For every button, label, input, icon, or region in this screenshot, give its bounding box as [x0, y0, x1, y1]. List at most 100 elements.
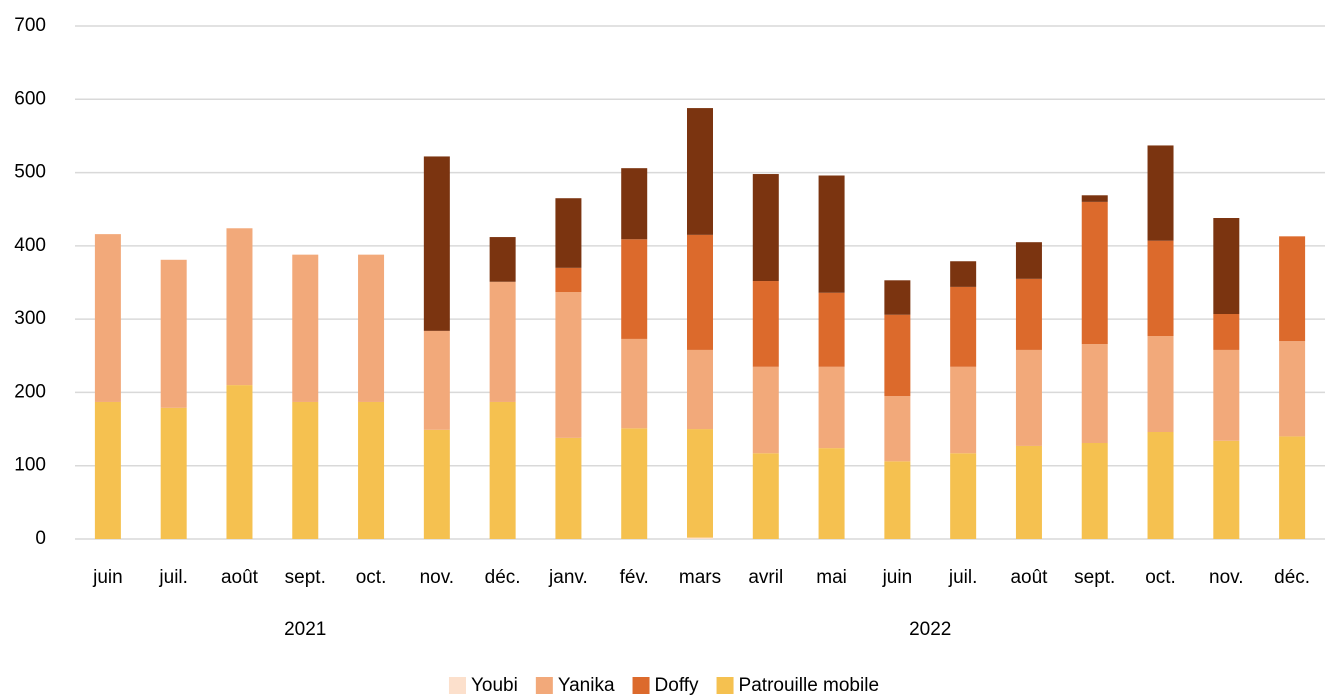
bar-segment — [884, 461, 911, 539]
bar-segment — [687, 349, 713, 430]
bar-segment — [950, 366, 977, 454]
bar-segment — [423, 330, 450, 430]
bar-segment — [160, 259, 187, 408]
bar-segment — [358, 401, 385, 539]
bar-segment — [1081, 201, 1108, 345]
bar-segment — [1081, 344, 1108, 443]
bar-segment — [423, 156, 450, 331]
bar-segment — [292, 401, 319, 539]
bar-segment — [818, 448, 845, 539]
legend-label: Youbi — [471, 675, 518, 695]
bar-segment — [1015, 242, 1042, 279]
x-tick-label: août — [221, 567, 259, 588]
x-tick-label: déc. — [1274, 567, 1310, 588]
x-tick-label: déc. — [485, 567, 521, 588]
bar-segment — [950, 286, 977, 367]
bar-segment — [1015, 445, 1042, 539]
bar-segment — [555, 292, 582, 438]
bar-segment — [752, 174, 779, 282]
legend-swatch — [535, 677, 553, 694]
bar-segment — [226, 228, 253, 386]
bar-segment — [818, 292, 845, 367]
bar-segment — [621, 239, 648, 339]
bar-segment — [950, 261, 977, 287]
bar-segment — [1213, 218, 1240, 315]
bar-segment — [621, 428, 648, 539]
bar-segment — [884, 314, 911, 397]
bar-segment — [884, 396, 911, 462]
bar-segment — [818, 366, 845, 449]
bar-segment — [160, 407, 187, 539]
bar-segment — [1279, 341, 1306, 437]
bar-segment — [226, 385, 253, 539]
legend-swatch — [632, 677, 650, 694]
legend-label: Doffy — [655, 675, 700, 695]
bar-segment — [1147, 432, 1174, 539]
bar-segment — [358, 254, 385, 402]
x-tick-label: sept. — [1074, 567, 1115, 588]
x-tick-label: juil. — [948, 567, 978, 588]
bar-segment — [818, 175, 845, 293]
bar-segment — [1213, 314, 1240, 350]
x-tick-label: mai — [816, 567, 847, 588]
bar-segment — [555, 198, 582, 268]
bar-segment — [423, 429, 450, 539]
bar-segment — [621, 338, 648, 429]
x-tick-label: juil. — [158, 567, 188, 588]
legend-label: Yanika — [558, 675, 615, 695]
bar-segment — [489, 237, 516, 282]
bar-segment — [489, 401, 516, 539]
bar-segment — [687, 234, 713, 350]
y-tick-label: 0 — [35, 528, 46, 549]
x-tick-label: nov. — [1209, 567, 1244, 588]
y-tick-label: 700 — [14, 15, 46, 36]
bar-segment — [621, 168, 648, 240]
y-tick-label: 400 — [14, 235, 46, 256]
y-tick-label: 100 — [14, 455, 46, 476]
bar-segment — [1213, 349, 1240, 441]
bar-segment — [687, 429, 713, 538]
bar-segment — [94, 401, 121, 539]
x-tick-label: fév. — [620, 567, 649, 588]
bar-segment — [884, 280, 911, 315]
x-tick-label: nov. — [420, 567, 455, 588]
legend-swatch — [448, 677, 466, 694]
bar-segment — [752, 366, 779, 454]
bar-segment — [555, 437, 582, 539]
x-tick-label: oct. — [356, 567, 387, 588]
x-tick-label: juin — [882, 567, 913, 588]
bar-segment — [1213, 440, 1240, 539]
bar-segment — [752, 281, 779, 367]
x-tick-label: mars — [679, 567, 721, 588]
bar-segment — [687, 108, 713, 235]
y-tick-label: 500 — [14, 162, 46, 183]
bar-segment — [1081, 442, 1108, 539]
bar-segment — [687, 537, 713, 539]
bar-segment — [292, 254, 319, 402]
x-tick-label: sept. — [285, 567, 326, 588]
y-tick-label: 300 — [14, 308, 46, 329]
bar-segment — [1147, 240, 1174, 336]
x-tick-label: oct. — [1145, 567, 1176, 588]
y-tick-label: 200 — [14, 381, 46, 402]
bar-segment — [1081, 195, 1108, 202]
x-tick-label: août — [1010, 567, 1048, 588]
bar-segment — [1279, 436, 1306, 539]
bar-segment — [555, 267, 582, 293]
y-tick-label: 600 — [14, 88, 46, 109]
legend-label: Patrouille mobile — [739, 675, 879, 695]
x-group-label: 2021 — [284, 619, 326, 640]
bar-segment — [950, 453, 977, 539]
x-tick-label: juin — [92, 567, 123, 588]
bar-segment — [1147, 335, 1174, 433]
x-group-label: 2022 — [909, 619, 951, 640]
x-tick-label: janv. — [548, 567, 588, 588]
bar-segment — [489, 281, 516, 402]
bar-segment — [1015, 349, 1042, 446]
bar-segment — [1147, 145, 1174, 241]
bar-segment — [752, 453, 779, 539]
legend-swatch — [716, 677, 734, 694]
x-tick-label: avril — [748, 567, 783, 588]
bar-segment — [1015, 278, 1042, 350]
